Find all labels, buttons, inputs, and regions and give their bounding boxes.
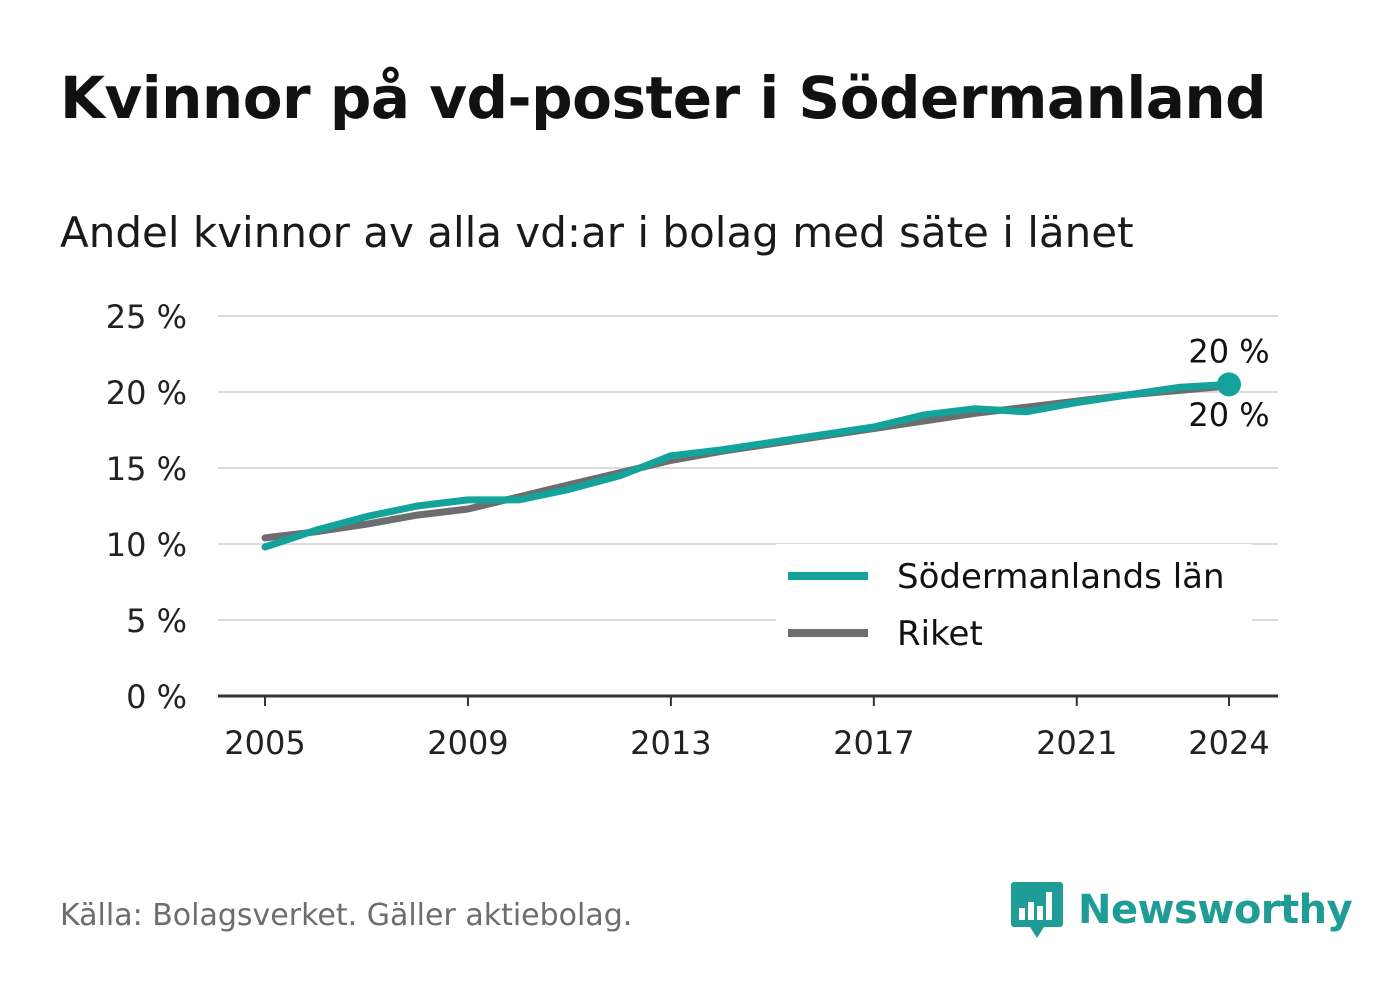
x-tick-label: 2021 — [1036, 724, 1117, 762]
x-tick-label: 2024 — [1188, 724, 1269, 762]
data-label: 20 % — [1188, 396, 1269, 434]
data-point — [974, 412, 976, 414]
data-point — [365, 516, 367, 518]
data-point — [619, 475, 621, 477]
data-point — [670, 455, 672, 457]
data-point — [1177, 386, 1179, 388]
end-labels: 20 % 20 % — [1188, 332, 1269, 434]
line-chart: 0 %5 %10 %15 %20 %25 % 2005 2009 2013 2017 2… — [106, 298, 1278, 762]
data-point — [1025, 406, 1027, 408]
legend: Södermanlands län Riket — [776, 544, 1252, 670]
data-point — [264, 546, 266, 548]
data-point — [315, 529, 317, 531]
x-tick-label: 2017 — [833, 724, 914, 762]
y-axis-ticks: 0 % 5 % 10 % 15 % 20 % 25 % — [106, 298, 187, 716]
data-point — [1025, 411, 1027, 413]
legend-label: Riket — [897, 614, 983, 654]
legend-label: Södermanlands län — [897, 557, 1225, 597]
chart-title: Kvinnor på vd-poster i Södermanland — [60, 64, 1267, 132]
data-point — [416, 514, 418, 516]
data-point — [924, 420, 926, 422]
data-point — [771, 441, 773, 443]
chart-subtitle: Andel kvinnor av alla vd:ar i bolag med … — [60, 208, 1134, 257]
series-line-riket — [261, 382, 1233, 542]
y-tick-label: 25 % — [106, 298, 187, 336]
data-point — [1076, 402, 1078, 404]
data-point — [924, 414, 926, 416]
y-tick-label: 10 % — [106, 526, 187, 564]
y-tick-label: 20 % — [106, 374, 187, 412]
x-tick-label: 2009 — [427, 724, 508, 762]
data-point — [264, 537, 266, 539]
legend-box — [776, 544, 1252, 670]
data-point — [1127, 394, 1129, 396]
data-point — [467, 499, 469, 501]
data-point — [568, 488, 570, 490]
data-point — [873, 426, 875, 428]
data-point — [822, 434, 824, 436]
data-point — [467, 508, 469, 510]
series-line-s-dermanlands-l-n — [261, 380, 1233, 551]
data-point — [365, 523, 367, 525]
data-point — [568, 484, 570, 486]
data-point — [518, 499, 520, 501]
series-lines — [261, 380, 1233, 551]
data-point — [974, 408, 976, 410]
data-point — [416, 505, 418, 507]
data-point — [721, 449, 723, 451]
data-label: 20 % — [1188, 332, 1269, 370]
brand-logo: Newsworthy — [1010, 880, 1353, 940]
x-tick-label: 2005 — [224, 724, 305, 762]
brand-name: Newsworthy — [1078, 887, 1353, 933]
y-tick-label: 15 % — [106, 450, 187, 488]
source-note: Källa: Bolagsverket. Gäller aktiebolag. — [60, 898, 633, 933]
x-axis: 2005 2009 2013 2017 2021 2024 — [218, 694, 1278, 762]
x-tick-label: 2013 — [630, 724, 711, 762]
data-point — [670, 459, 672, 461]
bar-chart-speech-bubble-icon — [1011, 882, 1063, 938]
y-tick-label: 5 % — [126, 602, 187, 640]
y-tick-label: 0 % — [126, 678, 187, 716]
end-point-marker — [1217, 372, 1241, 397]
